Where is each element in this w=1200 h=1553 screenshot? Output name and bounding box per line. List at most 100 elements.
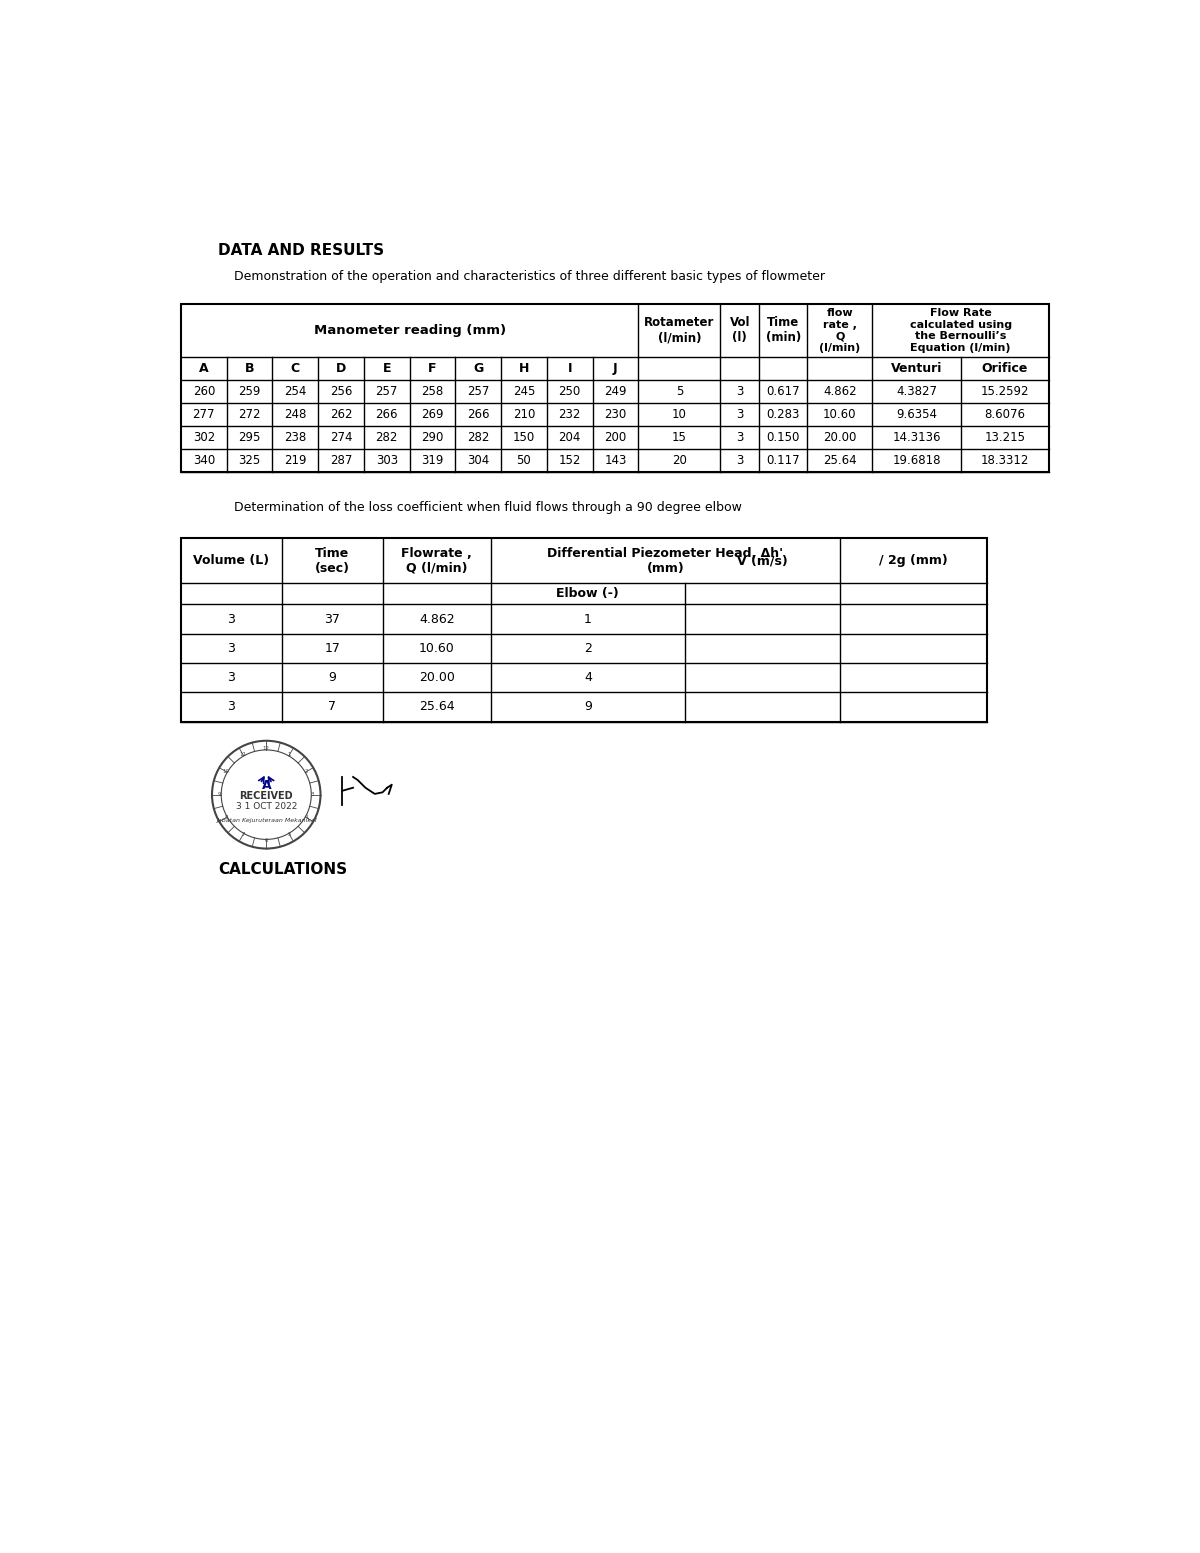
Text: Volume (L): Volume (L) [193,554,270,567]
Text: 3 1 OCT 2022: 3 1 OCT 2022 [235,803,296,812]
Text: Determination of the loss coefficient when fluid flows through a 90 degree elbow: Determination of the loss coefficient wh… [234,502,742,514]
Text: 269: 269 [421,408,444,421]
Text: 9.6354: 9.6354 [896,408,937,421]
Text: 8: 8 [224,815,228,820]
Text: 304: 304 [467,453,490,467]
Text: 254: 254 [284,385,306,398]
Text: D: D [336,362,346,374]
Text: 303: 303 [376,453,398,467]
Text: Venturi: Venturi [890,362,942,374]
Text: E: E [383,362,391,374]
Text: 250: 250 [558,385,581,398]
Text: 4: 4 [305,815,308,820]
Text: 15: 15 [672,430,686,444]
Text: 9: 9 [328,671,336,685]
Text: 319: 319 [421,453,444,467]
Text: 3: 3 [228,612,235,626]
Text: Time
(sec): Time (sec) [314,547,349,575]
Text: 19.6818: 19.6818 [893,453,941,467]
Text: RECEIVED: RECEIVED [240,790,293,801]
Text: Demonstration of the operation and characteristics of three different basic type: Demonstration of the operation and chara… [234,270,824,283]
Text: 325: 325 [239,453,260,467]
Text: Time
(min): Time (min) [766,317,800,345]
Text: Flow Rate
calculated using
the Bernoulli’s
Equation (l/min): Flow Rate calculated using the Bernoulli… [910,307,1012,353]
Text: 2: 2 [305,769,308,773]
Text: 266: 266 [376,408,398,421]
Text: Flowrate ,
Q (l/min): Flowrate , Q (l/min) [401,547,472,575]
Text: 3: 3 [228,641,235,655]
Text: 256: 256 [330,385,353,398]
Text: Differential Piezometer Head, Δh'
(mm): Differential Piezometer Head, Δh' (mm) [547,547,784,575]
Text: 10.60: 10.60 [419,641,455,655]
Text: 232: 232 [558,408,581,421]
Text: / 2g (mm): / 2g (mm) [878,554,948,567]
Text: 13.215: 13.215 [984,430,1025,444]
Text: 20: 20 [672,453,686,467]
Text: 10: 10 [222,769,229,773]
Text: 143: 143 [605,453,626,467]
Text: V (m/s): V (m/s) [737,554,787,567]
Text: 340: 340 [193,453,215,467]
Text: 37: 37 [324,612,340,626]
Text: 7: 7 [328,700,336,713]
Text: 0.117: 0.117 [767,453,800,467]
Text: A: A [199,362,209,374]
Text: Vol
(l): Vol (l) [730,317,750,345]
Text: 9: 9 [218,792,222,797]
Text: 150: 150 [512,430,535,444]
Text: 4.3827: 4.3827 [896,385,937,398]
Text: 20.00: 20.00 [823,430,857,444]
Text: 8.6076: 8.6076 [984,408,1025,421]
Text: 0.150: 0.150 [767,430,800,444]
Text: 5: 5 [288,832,292,837]
Text: 3: 3 [228,700,235,713]
Text: 249: 249 [604,385,626,398]
Text: 4.862: 4.862 [823,385,857,398]
Text: 3: 3 [736,430,744,444]
Text: I: I [568,362,572,374]
Text: 0.617: 0.617 [767,385,800,398]
Text: 6: 6 [264,839,268,843]
Text: 4.862: 4.862 [419,612,455,626]
Text: Jabatan Kejuruteraan Mekanikal: Jabatan Kejuruteraan Mekanikal [216,818,317,823]
Text: Elbow (-): Elbow (-) [557,587,619,599]
Text: 210: 210 [512,408,535,421]
Text: 9: 9 [584,700,592,713]
Text: 302: 302 [193,430,215,444]
Text: B: B [245,362,254,374]
Text: 12: 12 [263,745,270,752]
Text: Rotameter
(l/min): Rotameter (l/min) [644,317,714,345]
Text: 257: 257 [467,385,490,398]
Text: 257: 257 [376,385,398,398]
Text: 258: 258 [421,385,444,398]
Text: Orifice: Orifice [982,362,1028,374]
Text: 260: 260 [193,385,215,398]
Text: 3: 3 [311,792,314,797]
Text: 5: 5 [676,385,683,398]
Text: 259: 259 [239,385,260,398]
Text: 10.60: 10.60 [823,408,857,421]
Text: 14.3136: 14.3136 [893,430,941,444]
Text: A: A [262,780,271,792]
Text: 200: 200 [605,430,626,444]
Text: 274: 274 [330,430,353,444]
Text: 3: 3 [228,671,235,685]
Text: C: C [290,362,300,374]
Text: 1: 1 [288,752,292,758]
Text: flow
rate ,
Q
(l/min): flow rate , Q (l/min) [820,307,860,353]
Bar [181,539,986,722]
Text: 10: 10 [672,408,686,421]
Text: 287: 287 [330,453,353,467]
Text: 3: 3 [736,385,744,398]
Text: 4: 4 [584,671,592,685]
Text: 266: 266 [467,408,490,421]
Text: 295: 295 [239,430,260,444]
Text: 2: 2 [584,641,592,655]
Text: 282: 282 [467,430,490,444]
Text: 18.3312: 18.3312 [980,453,1030,467]
Text: 1: 1 [584,612,592,626]
Text: 219: 219 [284,453,306,467]
Text: F: F [428,362,437,374]
Text: 272: 272 [239,408,260,421]
Text: DATA AND RESULTS: DATA AND RESULTS [218,242,384,258]
